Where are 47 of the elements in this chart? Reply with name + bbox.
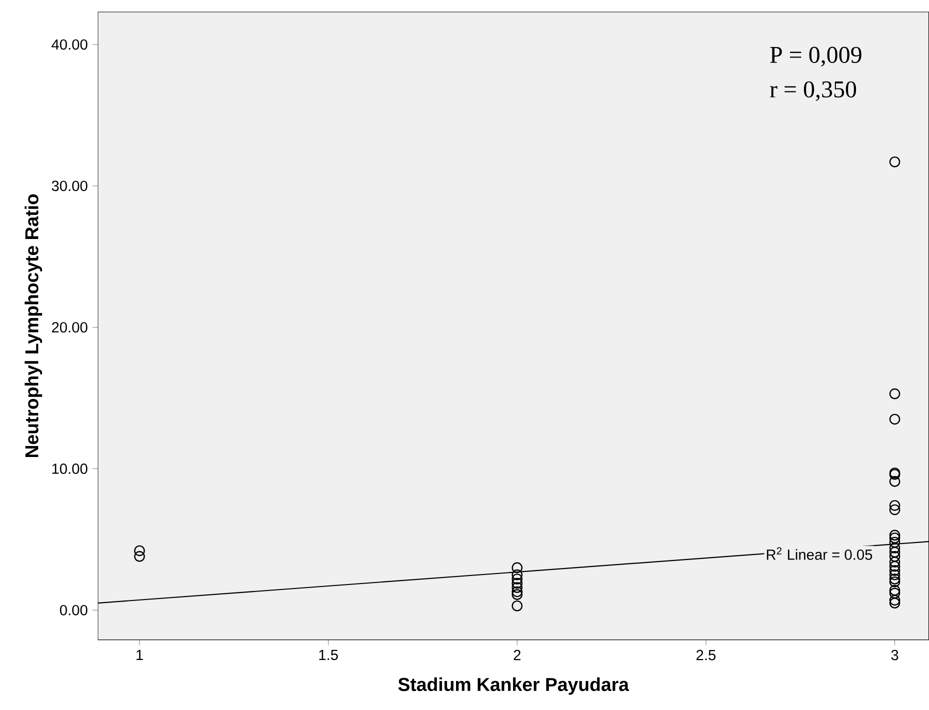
x-tick-label: 1	[136, 650, 143, 660]
x-tick-label: 1.5	[319, 650, 338, 660]
point	[512, 569, 523, 580]
point	[889, 414, 900, 425]
annotation: r = 0,350	[770, 81, 856, 102]
x-tick-label: 2.5	[696, 650, 716, 660]
point	[889, 551, 900, 562]
point	[889, 598, 900, 609]
x-tick-label: 2	[514, 650, 520, 660]
point	[889, 530, 900, 541]
point	[889, 532, 900, 544]
x-axis-title: Stadium Kanker Payudara	[398, 677, 630, 695]
y-tick-label: 10.00	[52, 464, 88, 474]
point	[512, 582, 523, 593]
y-tick-label: 30.00	[52, 180, 88, 192]
point	[889, 156, 900, 168]
point	[889, 594, 900, 606]
point	[889, 576, 900, 588]
point	[134, 551, 145, 562]
y-tick-label: 0.00	[60, 605, 88, 616]
y-tick-label: 20.00	[52, 322, 88, 333]
point	[889, 569, 900, 580]
point	[889, 556, 900, 568]
point	[889, 388, 900, 400]
point	[512, 589, 523, 600]
point	[889, 574, 900, 585]
point	[512, 562, 523, 574]
x-tick-label: 3	[891, 650, 898, 660]
point	[134, 545, 145, 556]
point	[889, 504, 900, 516]
point	[889, 536, 900, 548]
point	[889, 476, 900, 487]
point	[889, 500, 900, 511]
annotation: R$^{2}$ Linear = 0.05	[766, 547, 872, 560]
point	[889, 546, 900, 558]
annotation: P = 0,009	[770, 46, 862, 67]
point	[512, 586, 523, 598]
point	[889, 565, 900, 576]
y-axis-title: Neutrophyl Lymphocyte Ratio	[24, 194, 42, 458]
point	[512, 600, 523, 612]
point	[512, 574, 523, 585]
point	[889, 560, 900, 572]
point	[889, 585, 900, 596]
point	[889, 542, 900, 554]
y-tick-label: 40.00	[52, 39, 88, 50]
point	[889, 588, 900, 599]
point	[512, 578, 523, 589]
